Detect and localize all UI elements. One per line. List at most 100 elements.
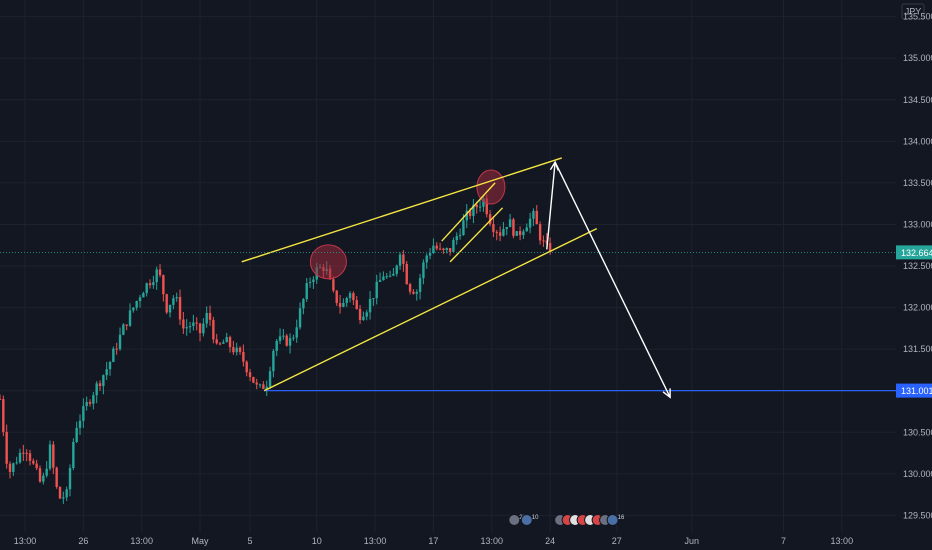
event-icon[interactable] [520,514,533,526]
candle-body [235,347,238,353]
candle-body [145,283,148,294]
candle-body [92,395,95,404]
price-axis[interactable]: JPY 135.500 135.000 134.500 134.000 133.500 1… [896,0,932,532]
candle-body [365,312,368,317]
candle-body [168,304,172,313]
small-channel-lower[interactable] [449,207,504,263]
candle-body [122,324,125,335]
candle-body [2,399,5,432]
candle-body [212,319,215,340]
candle-body [185,327,188,329]
time-tick-label: 24 [545,536,555,546]
candle-body [452,240,455,252]
candle-body [368,298,372,313]
last-price-badge [896,245,932,260]
candle-body [528,218,532,228]
time-tick-label: 26 [78,536,88,546]
candle-body [278,336,282,341]
highlight-ellipse[interactable] [309,244,347,280]
price-tick-label: 135.500 [903,12,932,22]
candle-body [242,351,245,362]
time-tick-label: Jun [685,536,700,546]
event-icon[interactable] [508,514,521,526]
event-count-label: 10 [532,515,539,521]
candle-body [498,232,502,236]
candle-body [512,219,515,236]
price-tick-label: 132.500 [903,261,932,271]
candle-body [35,463,38,469]
candle-body [98,383,102,387]
candle-body [388,275,392,277]
time-tick-label: 13:00 [14,536,37,546]
event-count-label: 16 [618,515,625,521]
candle-body [275,340,278,351]
candle-body [102,375,105,387]
candle-body [195,322,198,324]
candle-body [302,299,305,309]
candle-body [238,347,242,352]
candle-body [468,210,472,216]
candle-body [428,253,432,256]
currency-label: JPY [905,7,922,17]
candle-body [172,298,175,305]
candle-body [155,269,158,283]
lower-channel-line[interactable] [263,227,598,392]
candle-body [308,282,312,284]
candle-body [448,248,452,252]
time-tick-label: 13:00 [480,536,503,546]
candle-body [392,273,395,276]
candle-body [395,265,398,274]
time-tick-label: 17 [428,536,438,546]
candle-body [55,467,58,487]
event-icon[interactable] [606,514,619,526]
candle-body [15,462,18,464]
target-level-label: 131.001 [901,386,932,396]
candle-body [495,231,498,233]
candle-body [505,227,508,229]
time-tick-label: May [192,536,210,546]
candle-body [42,475,45,482]
small-channel-upper[interactable] [441,182,496,242]
event-icons[interactable]: 20104652516 [508,514,625,526]
candle-body [545,240,548,244]
time-tick-label: 10 [312,536,322,546]
projection-arrow-down-head [662,388,671,399]
candle-body [522,231,525,236]
currency-badge[interactable] [901,3,925,20]
candle-body [538,224,542,241]
candle-body [465,210,468,221]
candle-body [225,337,228,343]
projection-arrow-down[interactable] [554,161,671,398]
candle-body [112,348,115,362]
candle-body [455,236,458,241]
candle-body [142,293,145,298]
candle-body [482,198,485,207]
candle-body [222,342,225,344]
time-tick-label: 7 [781,536,786,546]
candle-body [208,312,212,320]
candle-body [18,452,22,463]
candle-body [542,240,545,242]
candle-body [312,279,315,283]
candle-body [422,262,425,279]
time-tick-label: 13:00 [364,536,387,546]
candle-body [358,309,362,321]
candle-body [162,275,165,295]
candle-body [218,343,222,345]
candle-body [22,452,25,454]
candle-body [95,383,98,396]
time-axis[interactable]: 13:00 26 13:00 May 5 10 13:00 17 13:00 24 27 Jun 7 13… [0,532,932,550]
candle-body [58,486,62,499]
price-tick-label: 133.500 [903,178,932,188]
candle-body [485,198,488,215]
candle-body [295,327,298,338]
candle-body [348,293,352,299]
projection-arrow-up[interactable] [546,162,556,250]
drawings-group[interactable] [0,157,896,399]
upper-channel-line[interactable] [241,157,562,263]
price-tick-label: 130.500 [903,427,932,437]
candle-body [435,245,438,249]
candle-body [132,307,135,311]
